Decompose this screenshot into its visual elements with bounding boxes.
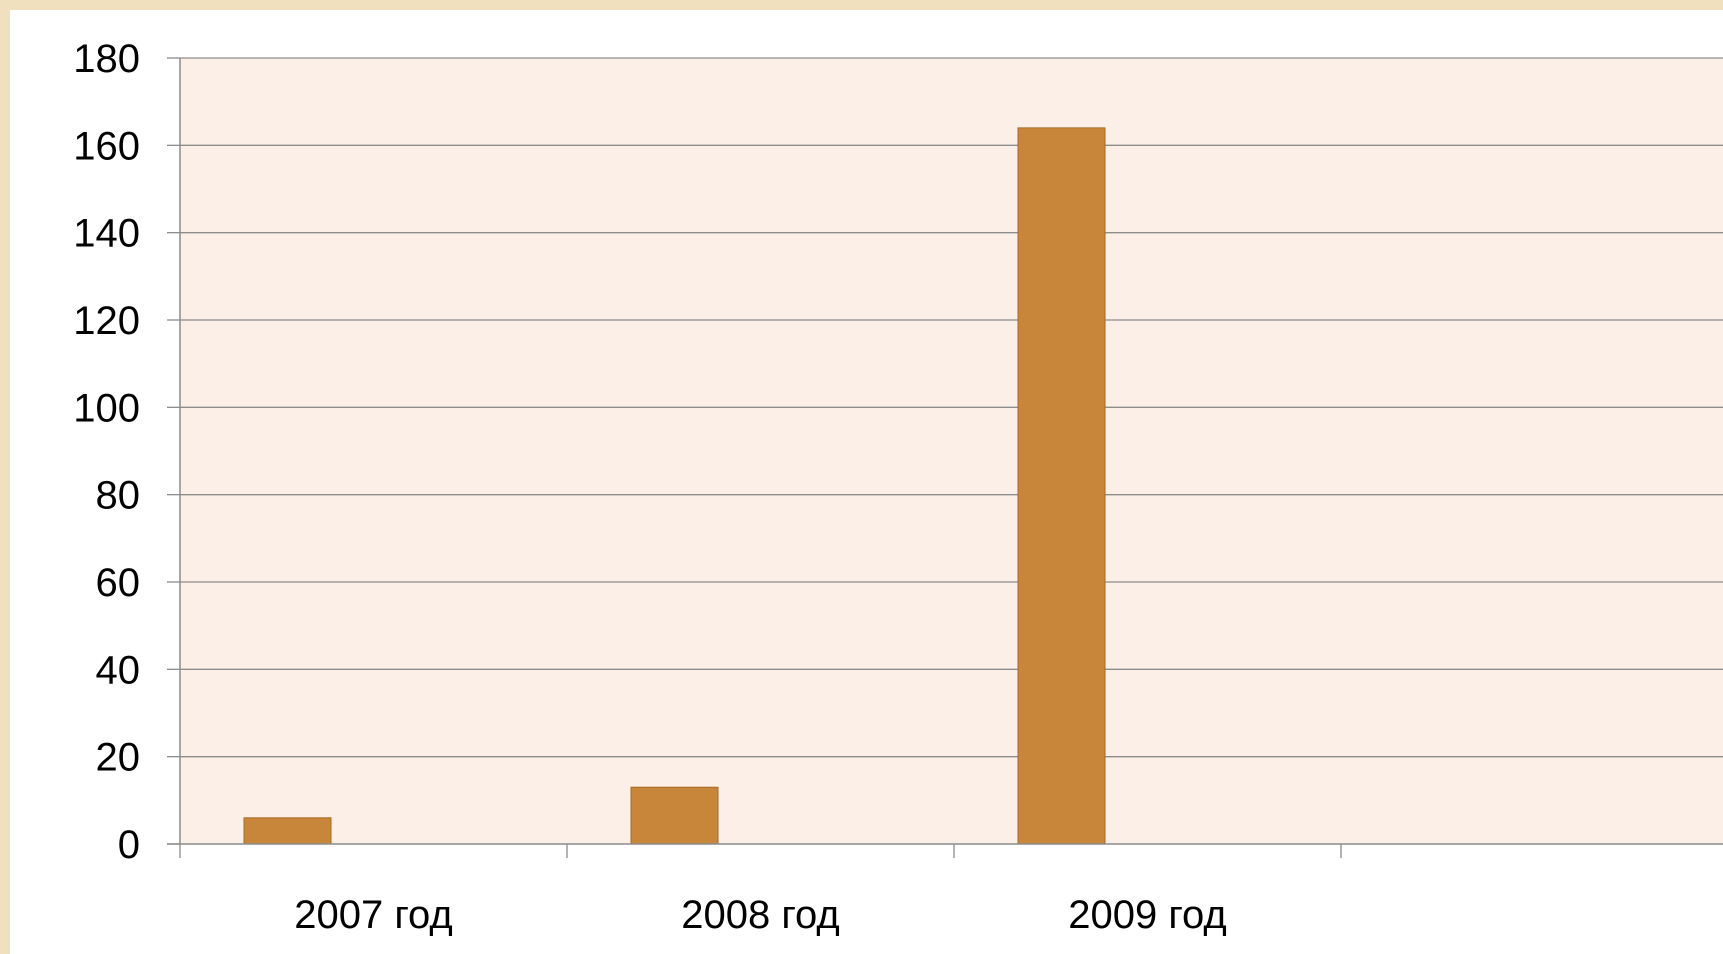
bars <box>243 127 1106 845</box>
x-tick-label-1: 2008 год <box>681 893 840 937</box>
bar-2007 год <box>243 817 332 845</box>
y-tick-label-140: 140 <box>73 212 140 256</box>
y-tick-label-20: 20 <box>96 736 141 780</box>
y-tick-label-120: 120 <box>73 299 140 343</box>
y-tick-label-40: 40 <box>96 648 141 692</box>
y-tick-label-180: 180 <box>73 37 140 81</box>
y-tick-label-160: 160 <box>73 124 140 168</box>
axes <box>167 58 1723 858</box>
x-tick-label-0: 2007 год <box>294 893 453 937</box>
gridlines <box>167 57 1723 845</box>
x-tick-label-2: 2009 год <box>1068 893 1227 937</box>
y-tick-label-60: 60 <box>96 561 141 605</box>
bar-2008 год <box>630 786 719 845</box>
y-tick-label-80: 80 <box>96 474 141 518</box>
y-tick-label-100: 100 <box>73 386 140 430</box>
x-axis-tick-labels: 2007 год 2008 год 2009 год <box>294 893 1227 937</box>
bar-2009 год <box>1017 127 1106 845</box>
y-tick-label-0: 0 <box>118 823 140 867</box>
plot-area <box>180 58 1723 844</box>
y-axis-tick-labels: 0 20 40 60 80 100 120 140 160 180 <box>73 37 140 867</box>
